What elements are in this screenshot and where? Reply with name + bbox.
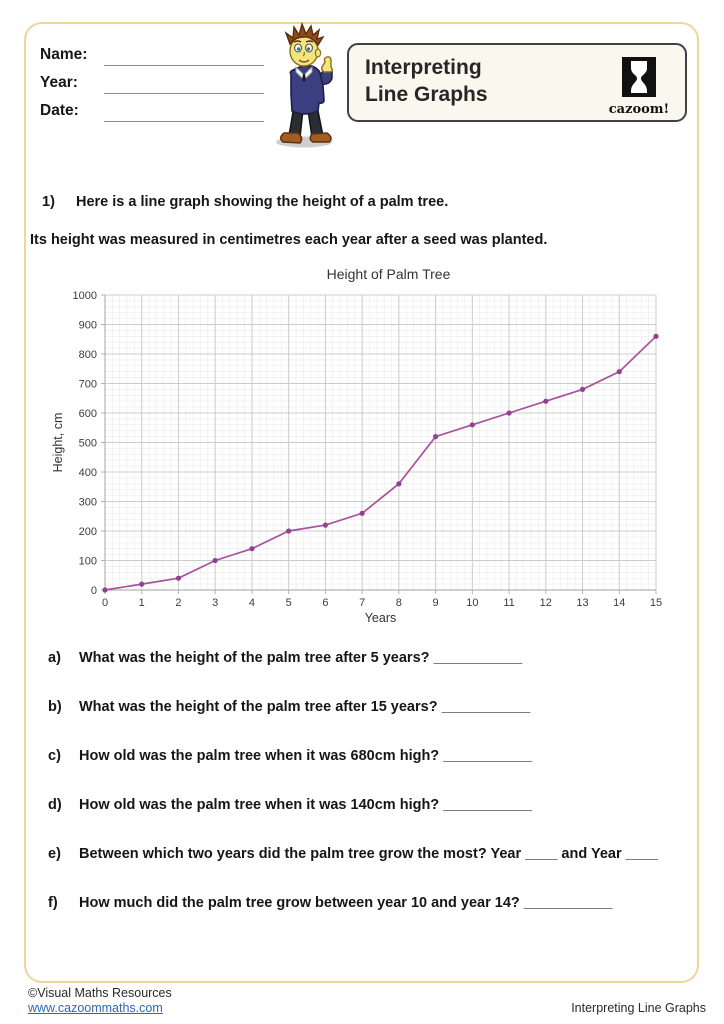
svg-text:900: 900: [79, 320, 97, 332]
svg-text:Height of Palm Tree: Height of Palm Tree: [327, 266, 451, 282]
svg-text:200: 200: [79, 526, 97, 538]
question-d-text: How old was the palm tree when it was 14…: [79, 797, 532, 813]
worksheet-title-line2: Line Graphs: [365, 83, 488, 106]
svg-text:7: 7: [359, 597, 365, 609]
svg-text:0: 0: [102, 597, 108, 609]
svg-text:1000: 1000: [73, 290, 97, 302]
svg-text:12: 12: [540, 597, 552, 609]
svg-text:13: 13: [576, 597, 588, 609]
question-number: 1): [42, 194, 55, 210]
svg-text:4: 4: [249, 597, 255, 609]
svg-text:10: 10: [466, 597, 478, 609]
cazoom-logo-icon: [622, 57, 656, 97]
svg-text:1: 1: [139, 597, 145, 609]
svg-text:15: 15: [650, 597, 662, 609]
svg-text:600: 600: [79, 408, 97, 420]
line-chart: 0 1 2 3 4 5 6 7 8 9 10 11 12 13 14 15010020030040050060…: [51, 266, 662, 625]
svg-text:800: 800: [79, 349, 97, 361]
svg-text:3: 3: [212, 597, 218, 609]
worksheet-title: Interpreting Line Graphs: [365, 54, 488, 108]
intro-line1: Here is a line graph showing the height …: [76, 194, 449, 210]
question-f-label: f): [48, 895, 58, 911]
svg-text:14: 14: [613, 597, 625, 609]
svg-text:Height, cm: Height, cm: [51, 413, 65, 473]
svg-text:9: 9: [433, 597, 439, 609]
footer-copyright: ©Visual Maths Resources: [28, 986, 172, 1000]
question-b-label: b): [48, 699, 62, 715]
svg-text:0: 0: [91, 585, 97, 597]
svg-text:11: 11: [503, 597, 514, 609]
cartoon-boy-illustration: [276, 22, 333, 148]
year-label: Year:: [40, 74, 78, 91]
worksheet-border: [24, 22, 699, 983]
question-e-text: Between which two years did the palm tre…: [79, 846, 658, 862]
year-blank-line: [104, 77, 264, 94]
question-b-text: What was the height of the palm tree aft…: [79, 699, 531, 715]
name-label: Name:: [40, 46, 88, 63]
svg-text:5: 5: [286, 597, 292, 609]
svg-text:8: 8: [396, 597, 402, 609]
worksheet-title-box: Interpreting Line Graphs cazoom!: [347, 43, 687, 122]
svg-text:300: 300: [79, 497, 97, 509]
date-blank-line: [104, 105, 264, 122]
question-e-label: e): [48, 846, 61, 862]
svg-text:700: 700: [79, 379, 97, 391]
question-c-text: How old was the palm tree when it was 68…: [79, 748, 532, 764]
svg-text:2: 2: [175, 597, 181, 609]
question-c-label: c): [48, 748, 61, 764]
footer-doc-title: Interpreting Line Graphs: [571, 1001, 706, 1015]
svg-text:100: 100: [79, 556, 97, 568]
question-f-text: How much did the palm tree grow between …: [79, 895, 613, 911]
name-blank-line: [104, 49, 264, 66]
svg-text:6: 6: [322, 597, 328, 609]
svg-text:Years: Years: [365, 611, 397, 625]
cazoom-logo: cazoom!: [605, 57, 673, 117]
cazoom-logo-text: cazoom!: [608, 102, 670, 117]
question-a-text: What was the height of the palm tree aft…: [79, 650, 523, 666]
worksheet-title-line1: Interpreting: [365, 56, 482, 79]
footer-website-link[interactable]: www.cazoommaths.com: [28, 1001, 163, 1015]
date-label: Date:: [40, 102, 79, 119]
question-a-label: a): [48, 650, 61, 666]
intro-line2: Its height was measured in centimetres e…: [30, 232, 548, 248]
svg-text:500: 500: [79, 438, 97, 450]
svg-text:400: 400: [79, 467, 97, 479]
question-d-label: d): [48, 797, 62, 813]
